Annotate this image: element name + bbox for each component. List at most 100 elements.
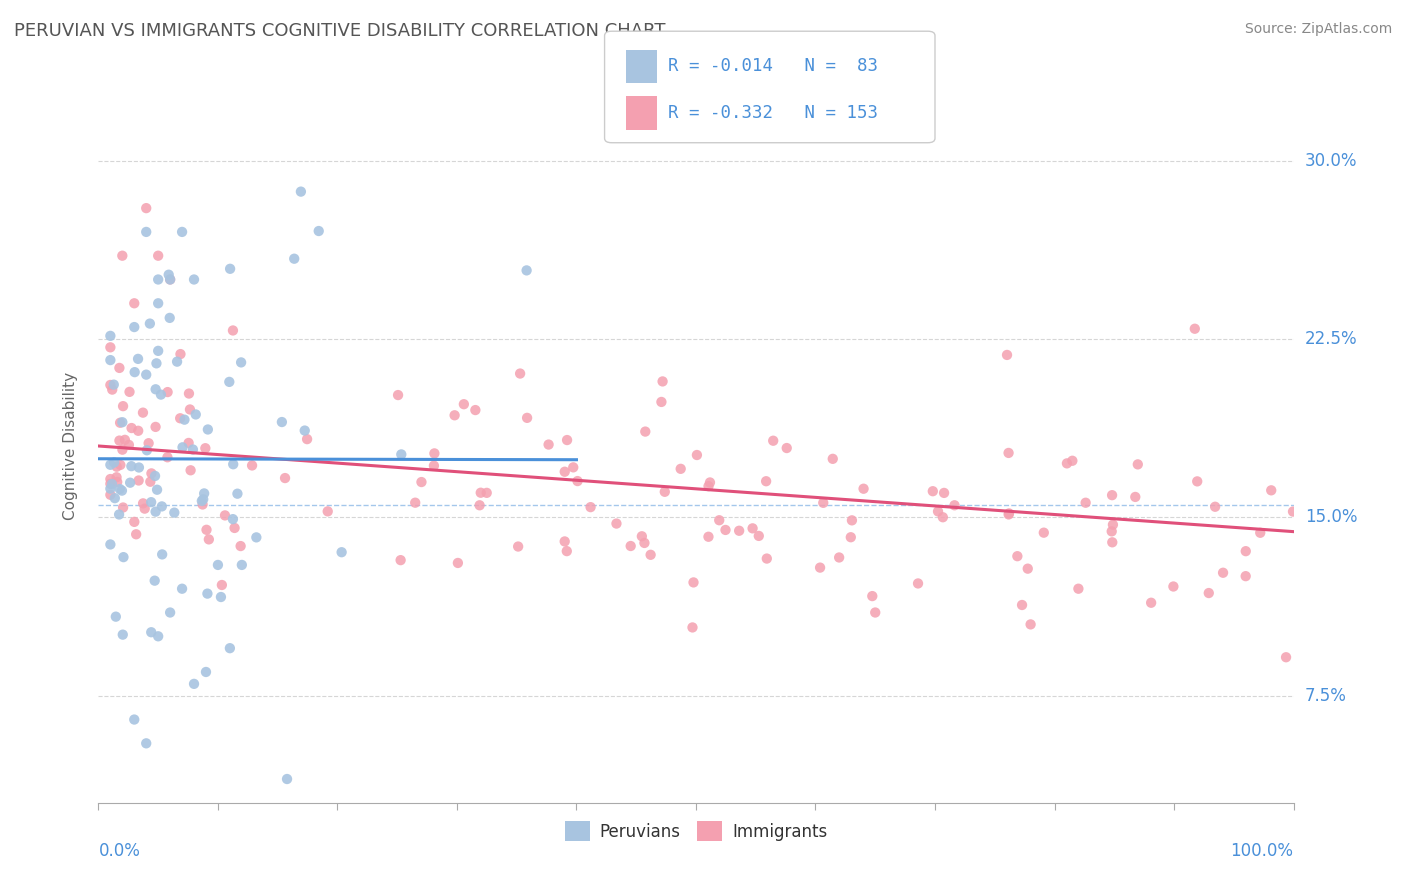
Point bbox=[995, 348, 1018, 362]
Point bbox=[145, 356, 167, 370]
Point bbox=[222, 512, 245, 526]
Text: 15.0%: 15.0% bbox=[1305, 508, 1357, 526]
Point bbox=[103, 377, 125, 392]
Point bbox=[654, 484, 676, 499]
Point bbox=[194, 441, 217, 455]
Point bbox=[316, 504, 339, 518]
Point bbox=[555, 544, 578, 558]
Point bbox=[389, 553, 412, 567]
Point bbox=[120, 459, 142, 474]
Point bbox=[1062, 454, 1084, 468]
Point bbox=[714, 523, 737, 537]
Point bbox=[108, 360, 131, 375]
Point bbox=[156, 450, 179, 465]
Point bbox=[1212, 566, 1234, 580]
Point bbox=[108, 508, 131, 522]
Point bbox=[1007, 549, 1029, 564]
Point bbox=[112, 550, 135, 565]
Point bbox=[124, 365, 146, 379]
Y-axis label: Cognitive Disability: Cognitive Disability bbox=[63, 372, 77, 520]
Point bbox=[148, 296, 170, 310]
Point bbox=[464, 403, 486, 417]
Point bbox=[245, 530, 267, 544]
Point bbox=[135, 736, 157, 750]
Point bbox=[1140, 596, 1163, 610]
Point bbox=[104, 609, 127, 624]
Point bbox=[1249, 525, 1271, 540]
Point bbox=[270, 415, 292, 429]
Point bbox=[682, 620, 704, 634]
Point bbox=[124, 515, 146, 529]
Point bbox=[135, 443, 157, 458]
Point bbox=[651, 375, 673, 389]
Point bbox=[222, 323, 245, 337]
Point bbox=[139, 317, 162, 331]
Point bbox=[214, 508, 236, 523]
Point bbox=[404, 496, 426, 510]
Point bbox=[124, 296, 146, 310]
Point bbox=[180, 463, 202, 477]
Point bbox=[159, 310, 181, 325]
Point bbox=[537, 437, 560, 451]
Point bbox=[697, 530, 720, 544]
Point bbox=[686, 448, 709, 462]
Point bbox=[509, 367, 531, 381]
Point bbox=[209, 590, 232, 604]
Point bbox=[1163, 580, 1185, 594]
Point bbox=[132, 496, 155, 510]
Point bbox=[149, 387, 172, 401]
Point bbox=[1234, 569, 1257, 583]
Point bbox=[1032, 525, 1054, 540]
Point bbox=[198, 533, 221, 547]
Text: 22.5%: 22.5% bbox=[1305, 330, 1357, 348]
Point bbox=[135, 368, 157, 382]
Point bbox=[128, 474, 150, 488]
Text: 0.0%: 0.0% bbox=[98, 842, 141, 860]
Point bbox=[1260, 483, 1282, 498]
Point bbox=[98, 353, 122, 368]
Point bbox=[295, 432, 318, 446]
Point bbox=[159, 606, 181, 620]
Point bbox=[105, 475, 128, 489]
Point bbox=[112, 399, 135, 413]
Point bbox=[120, 475, 142, 490]
Point bbox=[98, 329, 122, 343]
Point bbox=[132, 406, 155, 420]
Point bbox=[1282, 505, 1305, 519]
Point bbox=[699, 475, 721, 490]
Point bbox=[554, 465, 576, 479]
Point bbox=[98, 482, 122, 496]
Text: 30.0%: 30.0% bbox=[1305, 152, 1357, 169]
Point bbox=[852, 482, 875, 496]
Point bbox=[620, 539, 643, 553]
Point bbox=[562, 460, 585, 475]
Point bbox=[177, 386, 200, 401]
Point bbox=[218, 375, 240, 389]
Point bbox=[516, 263, 538, 277]
Point bbox=[865, 606, 887, 620]
Point bbox=[808, 560, 831, 574]
Point bbox=[921, 484, 943, 499]
Point bbox=[443, 409, 465, 423]
Point bbox=[193, 486, 215, 500]
Point bbox=[103, 455, 125, 469]
Point bbox=[110, 458, 132, 472]
Point bbox=[634, 425, 657, 439]
Point bbox=[860, 589, 883, 603]
Point bbox=[157, 268, 180, 282]
Point bbox=[222, 457, 245, 471]
Point bbox=[150, 548, 173, 562]
Point bbox=[554, 534, 576, 549]
Point bbox=[143, 574, 166, 588]
Point bbox=[172, 582, 194, 596]
Point bbox=[172, 440, 194, 454]
Point bbox=[111, 627, 134, 641]
Point bbox=[134, 501, 156, 516]
Point bbox=[821, 451, 844, 466]
Point bbox=[195, 523, 218, 537]
Point bbox=[148, 629, 170, 643]
Point bbox=[231, 558, 253, 572]
Point bbox=[1011, 598, 1033, 612]
Point bbox=[111, 483, 134, 498]
Point bbox=[183, 272, 205, 286]
